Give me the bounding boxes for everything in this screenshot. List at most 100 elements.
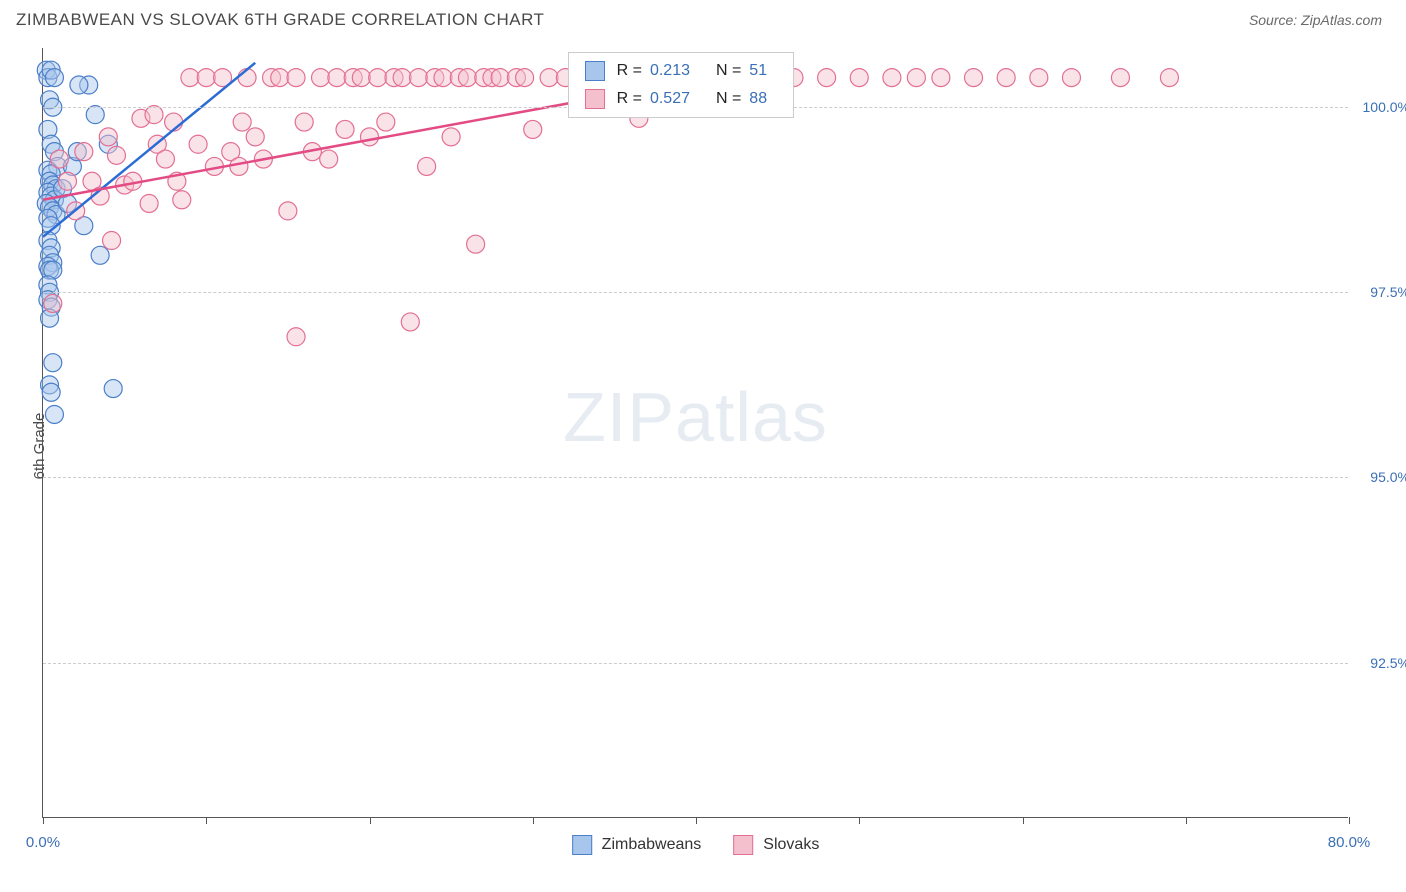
data-point	[883, 69, 901, 87]
data-point	[850, 69, 868, 87]
data-point	[86, 106, 104, 124]
data-point	[295, 113, 313, 131]
data-point	[44, 354, 62, 372]
data-point	[491, 69, 509, 87]
data-point	[409, 69, 427, 87]
data-point	[458, 69, 476, 87]
x-tick	[696, 817, 697, 824]
data-point	[50, 150, 68, 168]
y-tick-label: 97.5%	[1370, 284, 1406, 300]
data-point	[181, 69, 199, 87]
data-point	[103, 232, 121, 250]
series-legend-item: Slovaks	[733, 835, 819, 855]
r-value: 0.213	[650, 62, 698, 80]
data-point	[156, 150, 174, 168]
series-legend-item: Zimbabweans	[572, 835, 702, 855]
x-tick	[533, 817, 534, 824]
chart-plot-area: ZIPatlas 92.5%95.0%97.5%100.0% 0.0%80.0%…	[42, 48, 1348, 818]
data-point	[145, 106, 163, 124]
stats-legend-row: R = 0.527 N = 88	[569, 85, 794, 113]
data-point	[230, 157, 248, 175]
legend-swatch	[585, 61, 605, 81]
data-point	[104, 380, 122, 398]
data-point	[44, 294, 62, 312]
gridline	[43, 663, 1348, 664]
data-point	[352, 69, 370, 87]
scatter-svg	[43, 48, 1348, 817]
stats-legend: R = 0.213 N = 51 R = 0.527 N = 88	[568, 52, 795, 118]
x-tick	[370, 817, 371, 824]
data-point	[45, 405, 63, 423]
data-point	[932, 69, 950, 87]
data-point	[1111, 69, 1129, 87]
chart-header: ZIMBABWEAN VS SLOVAK 6TH GRADE CORRELATI…	[0, 0, 1406, 36]
legend-swatch	[733, 835, 753, 855]
data-point	[238, 69, 256, 87]
data-point	[540, 69, 558, 87]
data-point	[197, 69, 215, 87]
data-point	[42, 383, 60, 401]
n-value: 51	[749, 62, 777, 80]
data-point	[516, 69, 534, 87]
data-point	[287, 328, 305, 346]
series-legend-label: Slovaks	[763, 836, 819, 854]
y-tick-label: 92.5%	[1370, 655, 1406, 671]
series-legend: Zimbabweans Slovaks	[572, 835, 820, 855]
data-point	[1062, 69, 1080, 87]
legend-swatch	[572, 835, 592, 855]
chart-title: ZIMBABWEAN VS SLOVAK 6TH GRADE CORRELATI…	[16, 10, 544, 30]
r-value: 0.527	[650, 90, 698, 108]
data-point	[997, 69, 1015, 87]
data-point	[140, 194, 158, 212]
series-legend-label: Zimbabweans	[602, 836, 702, 854]
data-point	[1160, 69, 1178, 87]
data-point	[377, 113, 395, 131]
x-tick	[1349, 817, 1350, 824]
chart-source: Source: ZipAtlas.com	[1249, 12, 1382, 28]
n-label: N =	[716, 90, 741, 108]
data-point	[434, 69, 452, 87]
data-point	[418, 157, 436, 175]
data-point	[189, 135, 207, 153]
data-point	[393, 69, 411, 87]
data-point	[312, 69, 330, 87]
x-tick-label: 0.0%	[26, 834, 60, 851]
y-tick-label: 100.0%	[1363, 99, 1406, 115]
data-point	[965, 69, 983, 87]
data-point	[442, 128, 460, 146]
data-point	[271, 69, 289, 87]
data-point	[336, 120, 354, 138]
y-tick-label: 95.0%	[1370, 469, 1406, 485]
data-point	[328, 69, 346, 87]
legend-swatch	[585, 89, 605, 109]
data-point	[75, 143, 93, 161]
data-point	[467, 235, 485, 253]
x-tick-label: 80.0%	[1328, 834, 1371, 851]
n-label: N =	[716, 62, 741, 80]
data-point	[401, 313, 419, 331]
x-tick	[1186, 817, 1187, 824]
data-point	[107, 146, 125, 164]
x-tick	[43, 817, 44, 824]
data-point	[91, 246, 109, 264]
x-tick	[1023, 817, 1024, 824]
data-point	[1030, 69, 1048, 87]
data-point	[246, 128, 264, 146]
data-point	[70, 76, 88, 94]
data-point	[361, 128, 379, 146]
data-point	[45, 69, 63, 87]
data-point	[369, 69, 387, 87]
data-point	[524, 120, 542, 138]
n-value: 88	[749, 90, 777, 108]
data-point	[233, 113, 251, 131]
data-point	[287, 69, 305, 87]
r-label: R =	[617, 62, 642, 80]
data-point	[818, 69, 836, 87]
gridline	[43, 477, 1348, 478]
data-point	[279, 202, 297, 220]
stats-legend-row: R = 0.213 N = 51	[569, 57, 794, 85]
x-tick	[859, 817, 860, 824]
r-label: R =	[617, 90, 642, 108]
data-point	[99, 128, 117, 146]
gridline	[43, 292, 1348, 293]
